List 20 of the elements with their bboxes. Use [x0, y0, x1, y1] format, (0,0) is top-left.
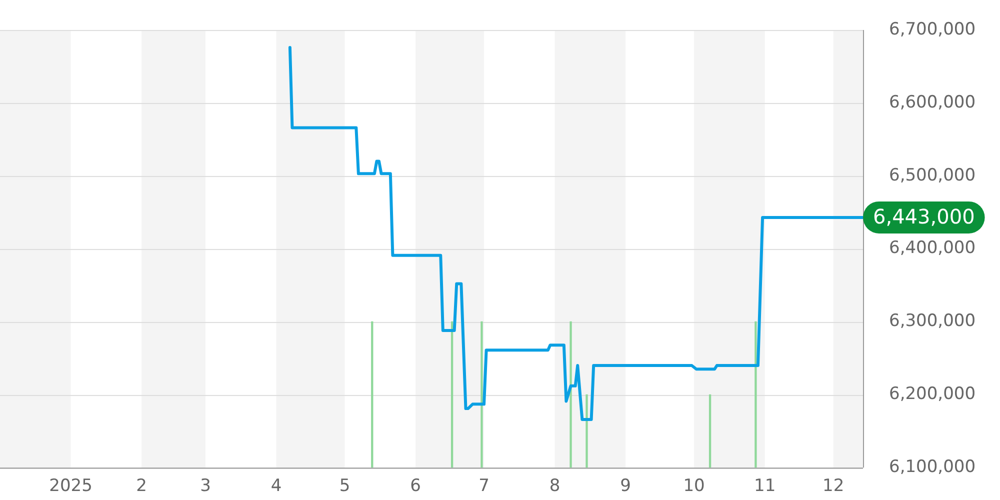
data-label: 6,443,000: [873, 204, 975, 229]
x-tick-label: 3: [200, 476, 211, 496]
x-tick-label: 2025: [49, 476, 92, 496]
y-tick-label: 6,100,000: [889, 457, 976, 478]
y-tick-label: 6,500,000: [889, 165, 976, 186]
y-tick-label: 6,700,000: [889, 19, 976, 40]
x-tick-label: 7: [478, 476, 490, 496]
x-tick-label: 4: [270, 476, 282, 496]
x-tick-label: 11: [754, 476, 776, 496]
x-tick-label: 12: [822, 476, 844, 496]
y-tick-label: 6,400,000: [889, 238, 976, 258]
x-tick-label: 8: [549, 476, 560, 496]
y-tick-label: 6,600,000: [889, 92, 976, 112]
x-tick-label: 2: [136, 476, 147, 496]
x-tick-label: 5: [339, 476, 350, 496]
y-tick-label: 6,200,000: [889, 384, 976, 404]
x-tick-label: 9: [620, 476, 631, 496]
y-tick-label: 6,300,000: [889, 311, 976, 332]
x-tick-label: 6: [410, 476, 421, 496]
x-tick-label: 10: [683, 476, 705, 496]
